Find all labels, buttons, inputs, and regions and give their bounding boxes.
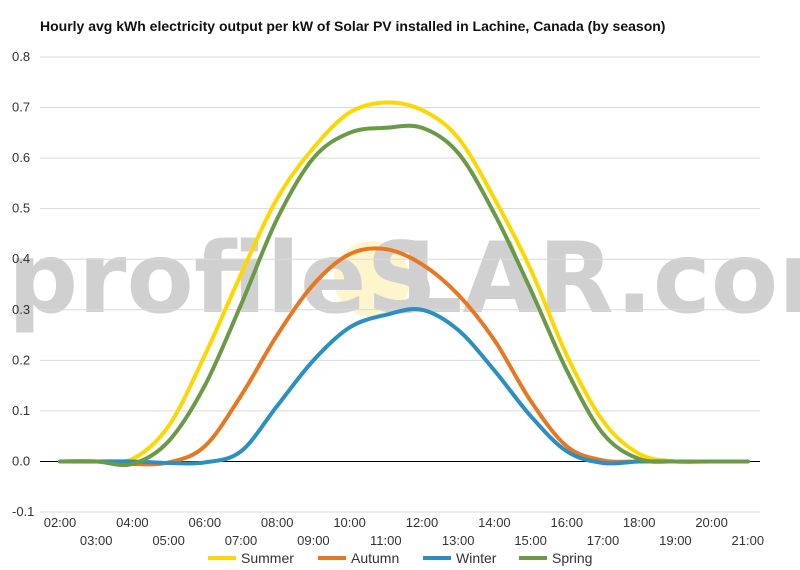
series-lines: [58, 100, 750, 468]
x-tick-label: 12:00: [406, 515, 439, 530]
chart-title: Hourly avg kWh electricity output per kW…: [40, 18, 666, 34]
legend: Summer Autumn Winter Spring: [208, 550, 592, 566]
x-tick-label: 20:00: [695, 515, 728, 530]
x-tick-label: 09:00: [297, 533, 330, 548]
y-tick-label: 0.8: [12, 49, 30, 64]
y-tick-label: -0.1: [12, 504, 34, 519]
x-tick-label: 10:00: [333, 515, 366, 530]
y-tick-label: 0.2: [12, 352, 30, 367]
x-tick-label: 08:00: [261, 515, 294, 530]
y-tick-label: 0.6: [12, 150, 30, 165]
grid: [40, 56, 760, 513]
watermark: profileS LAR.com: [8, 222, 800, 336]
series-line-winter: [58, 307, 750, 466]
y-axis-ticks: -0.1 0.0 0.1 0.2 0.3 0.4 0.5 0.6 0.7 0.8: [12, 49, 34, 519]
y-tick-label: 0.0: [12, 453, 30, 468]
legend-label-winter: Winter: [456, 550, 497, 566]
x-tick-label: 18:00: [623, 515, 656, 530]
x-tick-label: 07:00: [225, 533, 258, 548]
x-tick-label: 19:00: [659, 533, 692, 548]
y-tick-label: 0.4: [12, 251, 30, 266]
x-tick-label: 17:00: [587, 533, 620, 548]
y-tick-label: 0.7: [12, 100, 30, 115]
legend-label-autumn: Autumn: [351, 550, 399, 566]
x-tick-label: 02:00: [44, 515, 77, 530]
legend-label-spring: Spring: [552, 550, 592, 566]
x-tick-label: 15:00: [514, 533, 547, 548]
watermark-sun-icon: [334, 241, 410, 317]
y-tick-label: 0.5: [12, 201, 30, 216]
x-tick-label: 14:00: [478, 515, 511, 530]
y-tick-label: 0.1: [12, 403, 30, 418]
x-tick-label: 06:00: [189, 515, 222, 530]
watermark-text-right: LAR.com: [400, 222, 800, 336]
series-line-spring: [58, 123, 750, 468]
y-tick-label: 0.3: [12, 302, 30, 317]
x-tick-label: 21:00: [732, 533, 765, 548]
legend-label-summer: Summer: [241, 550, 294, 566]
x-tick-label: 03:00: [80, 533, 113, 548]
series-line-summer: [58, 100, 750, 465]
x-tick-label: 13:00: [442, 533, 475, 548]
x-tick-label: 16:00: [551, 515, 584, 530]
x-tick-label: 05:00: [152, 533, 185, 548]
x-tick-label: 11:00: [370, 533, 402, 548]
x-tick-label: 04:00: [116, 515, 149, 530]
